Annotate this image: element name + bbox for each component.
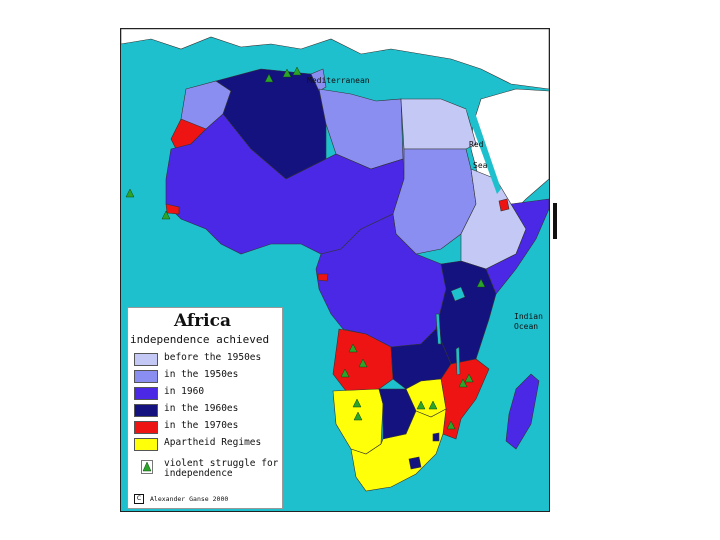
country-somalia bbox=[485, 198, 549, 295]
legend-label: in the 1950es bbox=[164, 369, 239, 380]
copyright-text: Alexander Ganse 2000 bbox=[150, 495, 229, 503]
country-egypt bbox=[400, 98, 477, 150]
label-ocean: Ocean bbox=[514, 322, 539, 331]
map-graphic bbox=[121, 29, 549, 492]
region-east-africa bbox=[435, 260, 497, 365]
country-djibouti bbox=[498, 198, 510, 212]
country-swaziland bbox=[432, 432, 440, 442]
africa-map: Mediterranean Red Sea Indian Ocean Afric… bbox=[120, 28, 550, 512]
legend-label: in the 1960es bbox=[164, 403, 239, 414]
legend-label: Apartheid Regimes bbox=[164, 437, 262, 448]
violent-struggle-icon bbox=[141, 460, 153, 474]
europe-landmass bbox=[121, 29, 549, 90]
map-legend: Africa independence achieved before the … bbox=[127, 307, 283, 509]
legend-label: in the 1970es bbox=[164, 420, 239, 431]
country-tunisia bbox=[310, 68, 327, 92]
label-indian: Indian bbox=[514, 312, 543, 321]
country-sudan bbox=[392, 148, 477, 255]
copyright-icon: C bbox=[134, 494, 144, 504]
legend-swatch bbox=[134, 370, 158, 383]
legend-label: in 1960 bbox=[164, 386, 205, 397]
label-mediterranean: Mediterranean bbox=[307, 76, 370, 85]
legend-swatch bbox=[134, 438, 158, 451]
legend-swatch bbox=[134, 421, 158, 434]
legend-swatch bbox=[134, 353, 158, 366]
legend-label-violent-2: independence bbox=[164, 468, 233, 479]
country-lesotho bbox=[408, 456, 422, 470]
label-red: Red bbox=[469, 140, 484, 149]
country-namibia bbox=[332, 388, 384, 455]
lake-tanganyika bbox=[435, 313, 442, 345]
legend-swatch bbox=[134, 387, 158, 400]
label-sea: Sea bbox=[473, 161, 488, 170]
country-mozambique bbox=[440, 358, 490, 440]
country-south-africa bbox=[350, 408, 447, 492]
red-sea bbox=[466, 107, 501, 194]
legend-label: before the 1950es bbox=[164, 352, 262, 363]
country-eq-guinea bbox=[317, 273, 329, 282]
legend-subtitle: independence achieved bbox=[130, 333, 270, 346]
legend-label-violent-1: violent struggle for bbox=[164, 458, 279, 469]
lake-victoria bbox=[450, 286, 466, 302]
legend-title: Africa bbox=[174, 311, 231, 331]
lake-nyasa bbox=[455, 346, 461, 376]
edge-divider bbox=[553, 203, 557, 239]
country-madagascar bbox=[505, 373, 540, 450]
legend-swatch bbox=[134, 404, 158, 417]
